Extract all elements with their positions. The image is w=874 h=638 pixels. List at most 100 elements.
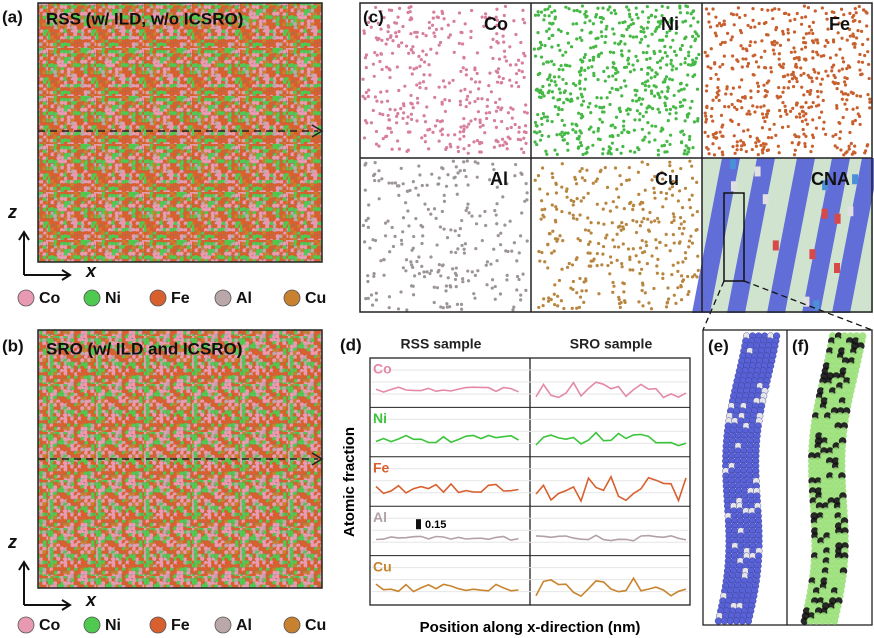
atom <box>388 107 392 111</box>
atom <box>608 209 613 213</box>
atom <box>380 177 384 181</box>
atom <box>615 147 619 152</box>
atom <box>415 259 419 264</box>
atom <box>661 205 665 209</box>
atom <box>839 148 843 152</box>
atom <box>744 57 748 61</box>
atom <box>638 112 642 116</box>
atom <box>636 170 640 174</box>
atom <box>605 185 610 190</box>
tile-label: Co <box>484 14 508 34</box>
atom <box>473 117 477 121</box>
atom <box>422 114 426 118</box>
atom <box>589 221 593 225</box>
atom <box>469 77 474 81</box>
atom <box>503 223 507 227</box>
atom <box>377 179 381 183</box>
atom <box>665 30 669 35</box>
atom <box>771 17 775 21</box>
atom <box>704 120 708 124</box>
atom <box>495 32 499 36</box>
atom <box>410 102 414 106</box>
atom <box>427 20 431 25</box>
atom <box>559 299 563 303</box>
atom <box>672 293 676 297</box>
atom <box>628 257 632 262</box>
atom <box>423 133 427 138</box>
atom <box>380 67 384 72</box>
atom <box>859 73 863 77</box>
atom <box>592 74 596 78</box>
atom <box>587 127 591 131</box>
atom <box>542 115 547 119</box>
atom <box>446 133 450 137</box>
atom <box>674 106 678 110</box>
atom <box>847 144 851 148</box>
atom <box>847 27 852 32</box>
atom <box>550 171 554 176</box>
atom <box>391 244 396 249</box>
atom <box>723 105 727 109</box>
atom <box>720 150 724 154</box>
atom <box>677 226 682 230</box>
atom <box>696 119 700 123</box>
atom <box>762 83 766 87</box>
atom <box>797 56 801 60</box>
atom <box>485 104 489 108</box>
atom <box>583 87 587 91</box>
atom <box>668 77 672 81</box>
atom <box>601 252 605 256</box>
atom <box>801 110 805 114</box>
atom <box>757 21 761 26</box>
legend-label: Co <box>39 617 61 634</box>
atom <box>671 105 676 109</box>
atom <box>381 136 385 141</box>
atom <box>838 130 843 134</box>
atom <box>580 166 584 171</box>
atom <box>683 149 687 153</box>
atom <box>657 93 661 97</box>
atom <box>769 70 773 74</box>
atom <box>451 78 455 82</box>
stripe <box>802 158 850 313</box>
atom <box>564 5 568 9</box>
atom <box>512 19 516 23</box>
atom <box>600 34 604 38</box>
atom <box>550 10 554 15</box>
atom <box>730 66 734 70</box>
atom <box>560 107 564 112</box>
atom <box>660 144 664 148</box>
panel-label: (b) <box>2 336 24 355</box>
atom <box>625 178 629 182</box>
atom <box>751 73 755 77</box>
atom <box>843 83 848 87</box>
atom <box>388 250 392 254</box>
atom <box>720 617 729 625</box>
atom <box>804 134 808 138</box>
atom <box>735 140 739 144</box>
atom <box>845 66 849 71</box>
atom <box>515 288 519 292</box>
atom <box>521 17 525 21</box>
atom <box>487 15 492 20</box>
atom <box>648 56 652 61</box>
atom <box>637 147 641 152</box>
atom <box>616 70 620 74</box>
patch <box>762 194 769 205</box>
axis-label: x <box>85 590 97 610</box>
atom <box>634 254 638 258</box>
atom <box>815 50 819 54</box>
atom <box>709 114 713 118</box>
atom <box>807 24 812 29</box>
atom <box>782 86 786 90</box>
atom <box>524 181 528 186</box>
atom <box>754 144 759 148</box>
atom <box>738 28 743 33</box>
atom <box>434 216 438 220</box>
atom <box>379 259 383 263</box>
atom <box>638 271 642 276</box>
atom <box>420 136 424 140</box>
atom <box>640 220 644 224</box>
atom <box>824 132 828 136</box>
atom <box>601 244 606 249</box>
